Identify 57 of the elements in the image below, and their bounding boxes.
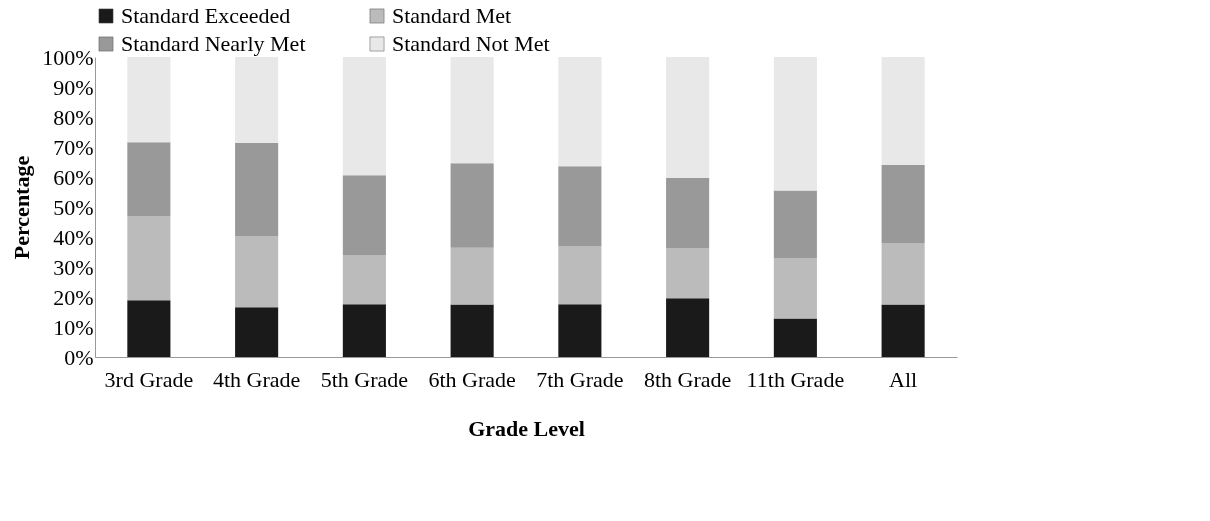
bar	[342, 304, 386, 357]
x-tick-label: All	[889, 366, 918, 392]
y-tick-label: 90%	[53, 74, 94, 100]
bar	[342, 255, 386, 305]
bar	[773, 318, 817, 357]
bar	[881, 57, 925, 165]
bar	[450, 304, 494, 357]
bar	[342, 175, 386, 256]
x-tick-label: 8th Grade	[643, 366, 732, 392]
bar	[235, 307, 279, 357]
y-tick-label: 0%	[64, 344, 94, 370]
bar	[881, 304, 925, 357]
legend-label: Standard Exceeded	[121, 3, 291, 28]
bar	[235, 143, 279, 237]
bar	[773, 190, 817, 258]
y-tick-label: 70%	[53, 134, 94, 160]
bar	[558, 166, 602, 247]
bar	[450, 163, 494, 248]
y-tick-label: 60%	[53, 164, 94, 190]
bar	[127, 216, 171, 301]
y-tick-label: 80%	[53, 104, 94, 130]
legend-label: Standard Met	[392, 3, 512, 28]
bar	[558, 57, 602, 167]
bar	[127, 142, 171, 216]
y-tick-label: 10%	[53, 314, 94, 340]
y-tick-label: 100%	[42, 44, 94, 70]
x-tick-label: 11th Grade	[746, 366, 845, 392]
bar	[127, 57, 171, 143]
y-axis-title: Percentage	[9, 155, 35, 260]
x-tick-label: 5th Grade	[320, 366, 409, 392]
bar	[558, 304, 602, 357]
bar	[235, 236, 279, 308]
bar	[666, 298, 710, 357]
x-tick-label: 7th Grade	[536, 366, 624, 392]
bar	[235, 57, 279, 144]
bar	[342, 57, 386, 176]
y-tick-label: 30%	[53, 254, 94, 280]
bar	[450, 247, 494, 305]
x-tick-label: 3rd Grade	[104, 366, 194, 392]
bar	[666, 57, 710, 178]
legend-label: Standard Nearly Met	[121, 31, 306, 56]
bar	[773, 57, 817, 191]
y-tick-label: 50%	[53, 194, 94, 220]
y-tick-label: 40%	[53, 224, 94, 250]
bar	[127, 300, 171, 357]
legend-label: Standard Not Met	[392, 31, 550, 56]
bar	[881, 243, 925, 305]
y-tick-label: 20%	[53, 284, 94, 310]
bar	[558, 246, 602, 305]
bar	[773, 258, 817, 319]
bar	[881, 165, 925, 243]
bar	[666, 177, 710, 249]
x-axis-title: Grade Level	[468, 415, 585, 441]
x-tick-label: 6th Grade	[428, 366, 516, 392]
bar	[450, 57, 494, 164]
x-tick-label: 4th Grade	[212, 366, 301, 392]
bar	[666, 248, 710, 299]
